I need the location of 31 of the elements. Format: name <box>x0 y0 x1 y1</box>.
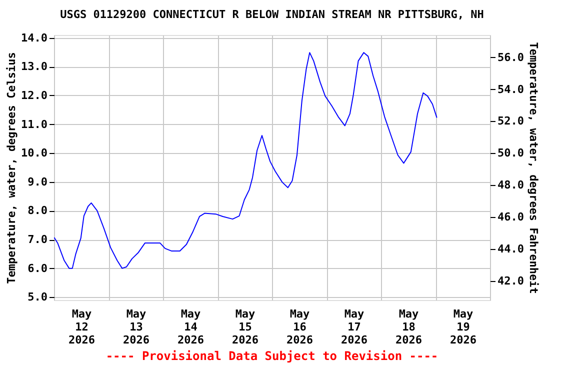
x-tick-label: May 14 2026 <box>178 308 204 346</box>
y-tick-label: 14.0 <box>21 31 48 44</box>
x-tick-label: May 17 2026 <box>341 308 368 346</box>
y2-tick-label: 50.0 <box>498 146 524 160</box>
y-tick-label: 11.0 <box>21 118 48 131</box>
y2-tick-label: 46.0 <box>498 210 524 224</box>
x-tick-label: May 16 2026 <box>286 308 314 346</box>
y2-axis-title: Temperature, water, degrees Fahrenheit <box>526 42 540 294</box>
y2-tick-label: 52.0 <box>498 114 524 128</box>
y2-tick-label: 44.0 <box>498 242 524 256</box>
y-tick-label: 12.0 <box>21 88 48 102</box>
y-tick-label: 9.0 <box>28 175 48 188</box>
y2-tick-label: 54.0 <box>498 82 524 96</box>
y2-tick-label: 42.0 <box>498 274 524 288</box>
y-tick-label: 8.0 <box>28 204 48 218</box>
y2-tick-label: 48.0 <box>498 178 524 192</box>
text: ---- Provisional Data Subject to Revision ---- <box>106 349 438 363</box>
y2-tick-label: 56.0 <box>498 50 524 64</box>
y-tick-label: 13.0 <box>21 60 48 74</box>
y-tick-label: 6.0 <box>28 262 48 275</box>
y-tick-label: 7.0 <box>28 233 48 246</box>
x-tick-label: May 19 2026 <box>450 308 477 346</box>
line-series <box>54 52 438 269</box>
y-axis-title: Temperature, water, degrees Celsius <box>5 52 18 284</box>
chart-title: USGS 01129200 CONNECTICUT R BELOW INDIAN STREAM NR PITTSBURG, NH <box>60 8 484 21</box>
y-tick-label: 10.0 <box>21 146 48 160</box>
x-tick-label: May 15 2026 <box>232 308 259 346</box>
x-tick-label: May 12 2026 <box>68 308 96 346</box>
x-tick-label: May 13 2026 <box>123 308 150 346</box>
x-tick-label: May 18 2026 <box>396 308 422 346</box>
y-tick-label: 5.0 <box>28 290 48 304</box>
